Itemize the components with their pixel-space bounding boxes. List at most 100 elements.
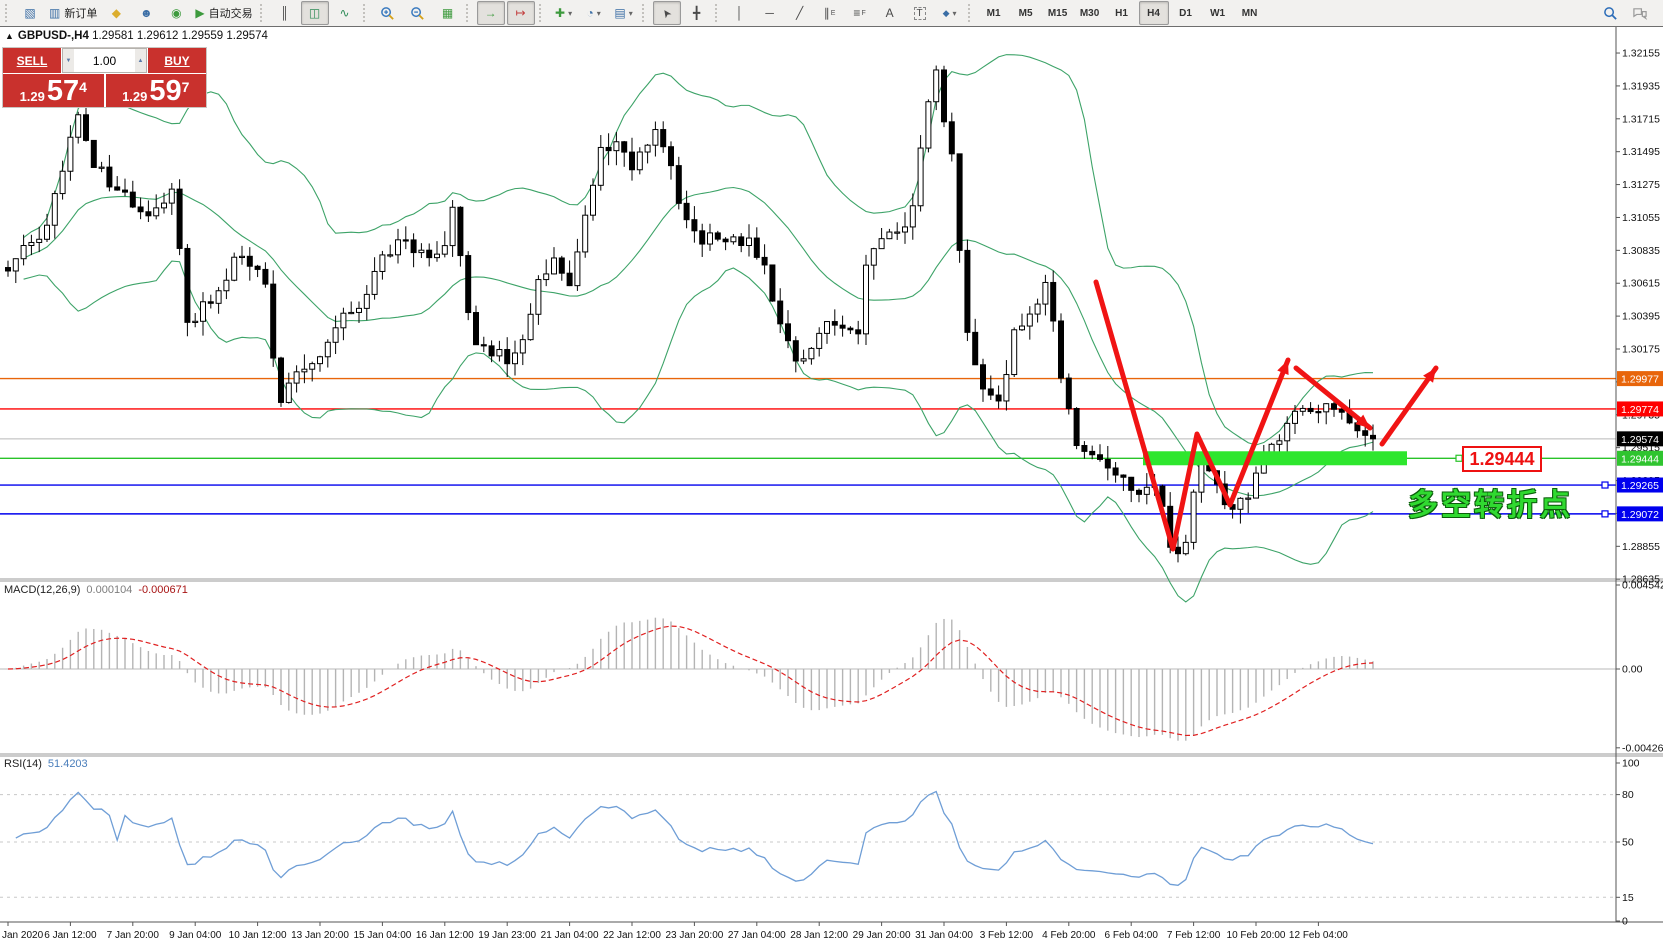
sell-button[interactable]: SELL xyxy=(3,48,61,73)
svg-text:1.29774: 1.29774 xyxy=(1621,404,1659,416)
buy-price-tile[interactable]: 1.29 59 7 xyxy=(105,74,206,107)
svg-text:9 Jan 04:00: 9 Jan 04:00 xyxy=(169,930,222,941)
line-handles[interactable] xyxy=(1455,454,1609,518)
auto-scroll-button[interactable]: → xyxy=(476,1,505,25)
clock-icon: ◔ xyxy=(586,6,594,20)
toolbar-grip xyxy=(362,4,369,22)
chart-shift-button[interactable]: ↦ xyxy=(506,1,535,25)
templates-button[interactable]: ▤ ▾ xyxy=(610,1,638,25)
chat-button[interactable] xyxy=(1626,1,1654,25)
svg-text:15: 15 xyxy=(1622,892,1634,904)
toolbar-grip xyxy=(259,4,266,22)
price-label-annotation[interactable]: 1.29444 xyxy=(1462,446,1542,472)
svg-text:1.29072: 1.29072 xyxy=(1621,509,1659,521)
autotrading-label: 自动交易 xyxy=(208,8,253,20)
price-level-lines[interactable] xyxy=(0,377,1616,515)
svg-text:Jan 2020: Jan 2020 xyxy=(2,930,44,941)
fibonacci-button[interactable]: ≡ F xyxy=(853,6,866,20)
cursor-button[interactable]: ➤ xyxy=(652,1,681,25)
crosshair-button[interactable]: ╋ xyxy=(683,1,711,25)
channel-button[interactable]: ∥ E xyxy=(823,6,836,20)
sell-price-tile[interactable]: 1.29 57 4 xyxy=(3,74,104,107)
zigzag-annotation[interactable] xyxy=(1093,279,1439,552)
svg-text:29 Jan 20:00: 29 Jan 20:00 xyxy=(853,930,911,941)
rsi-indicator-label: RSI(14) 51.4203 xyxy=(4,758,88,770)
search-button[interactable] xyxy=(1596,1,1624,25)
svg-text:0.00: 0.00 xyxy=(1622,664,1643,676)
autotrading-button[interactable]: ▶ 自动交易 xyxy=(192,1,255,25)
turning-point-annotation[interactable]: 多空转折点 xyxy=(1408,489,1573,522)
price-axis[interactable]: 1.32155 1.31935 1.31715 1.31495 1.31275 1.310… xyxy=(1615,27,1663,928)
symbol-period: GBPUSD-,H4 xyxy=(17,30,89,42)
chart-title: ▲ GBPUSD-,H4 1.29581 1.29612 1.29559 1.29… xyxy=(5,30,268,42)
timeframe-mn-button[interactable]: MN xyxy=(1241,7,1258,19)
volume-increase-button[interactable]: ▲ xyxy=(135,49,146,72)
horizontal-line-button[interactable]: ─ xyxy=(756,1,784,25)
macd-signal-value: -0.000671 xyxy=(138,584,188,596)
timeframe-h1-button[interactable]: H1 xyxy=(1115,7,1128,19)
svg-text:1.30395: 1.30395 xyxy=(1622,311,1660,323)
timeframe-m1-button[interactable]: M1 xyxy=(986,7,1001,19)
svg-text:1.31055: 1.31055 xyxy=(1622,212,1660,224)
svg-text:28 Jan 12:00: 28 Jan 12:00 xyxy=(790,930,848,941)
zoom-out-button[interactable] xyxy=(404,1,432,25)
toolbar-grip xyxy=(641,4,648,22)
auto-scroll-icon: → xyxy=(484,6,497,20)
signal-button[interactable]: ◉ xyxy=(162,1,190,25)
shapes-button[interactable]: ◆ ▾ xyxy=(936,1,964,25)
pane-separators xyxy=(0,578,1663,923)
svg-text:1.32155: 1.32155 xyxy=(1622,48,1660,60)
rsi-pane xyxy=(0,790,1616,898)
timeframe-d1-button[interactable]: D1 xyxy=(1179,7,1192,19)
new-chart-button[interactable]: ▧ xyxy=(16,1,44,25)
svg-text:10 Jan 12:00: 10 Jan 12:00 xyxy=(229,930,287,941)
line-chart-button[interactable]: ∿ xyxy=(331,1,359,25)
chevron-down-icon: ▾ xyxy=(596,8,601,18)
timeframe-m15-button[interactable]: M15 xyxy=(1047,7,1068,19)
bollinger-bands xyxy=(23,54,1374,603)
volume-decrease-button[interactable]: ▼ xyxy=(63,49,74,72)
svg-text:1.29444: 1.29444 xyxy=(1621,453,1659,465)
buy-price-prefix: 1.29 xyxy=(122,89,148,104)
bar-chart-button[interactable]: ║ xyxy=(271,1,299,25)
periods-button[interactable]: ◔ ▾ xyxy=(580,1,608,25)
buy-price-big: 59 xyxy=(149,75,182,107)
time-axis[interactable]: Jan 2020 6 Jan 12:00 7 Jan 20:00 9 Jan 04:0… xyxy=(2,922,1348,941)
trendline-button[interactable]: ╱ xyxy=(786,1,814,25)
tile-windows-button[interactable]: ▦ xyxy=(434,1,462,25)
svg-text:1.30175: 1.30175 xyxy=(1622,343,1660,355)
timeframe-h4-button[interactable]: H4 xyxy=(1138,1,1169,25)
new-order-button[interactable]: ▥ 新订单 xyxy=(46,1,100,25)
timeframe-m5-button[interactable]: M5 xyxy=(1018,7,1033,19)
collapse-panel-icon[interactable]: ▲ xyxy=(5,31,14,41)
indicators-button[interactable]: ✚ ▾ xyxy=(550,1,578,25)
candle-chart-icon: ◫ xyxy=(308,6,321,20)
volume-input[interactable] xyxy=(73,49,135,72)
text-button[interactable]: A xyxy=(876,1,904,25)
text-label-button[interactable]: T xyxy=(906,1,934,25)
toolbar-grip xyxy=(967,4,974,22)
main-toolbar: ▧ ▥ 新订单 ◆ ☻ ◉ ▶ 自动交易 ║ ◫ ∿ ▦ → ↦ ✚ ▾ ◔ ▾ ▤… xyxy=(0,0,1663,27)
support-zone-annotation[interactable] xyxy=(1143,451,1407,466)
buy-button[interactable]: BUY xyxy=(148,48,206,73)
zoom-in-button[interactable] xyxy=(374,1,402,25)
search-icon xyxy=(1603,6,1617,20)
svg-text:50: 50 xyxy=(1622,837,1634,849)
timeframe-w1-button[interactable]: W1 xyxy=(1210,7,1226,19)
candle-chart-button[interactable]: ◫ xyxy=(300,1,329,25)
alert-button[interactable]: ◆ xyxy=(102,1,130,25)
text-icon: A xyxy=(885,6,894,20)
svg-text:1.29265: 1.29265 xyxy=(1621,480,1659,492)
zoom-in-icon xyxy=(381,6,394,20)
timeframe-m30-button[interactable]: M30 xyxy=(1079,7,1100,19)
community-button[interactable]: ☻ xyxy=(132,1,160,25)
volume-stepper: ▼ ▲ xyxy=(62,48,147,73)
buy-price-pip: 7 xyxy=(181,79,190,95)
cursor-icon: ➤ xyxy=(659,5,675,20)
svg-text:1.31495: 1.31495 xyxy=(1622,146,1660,158)
channel-icon: ∥ xyxy=(823,6,830,20)
candlesticks xyxy=(5,65,1376,563)
vertical-line-button[interactable]: │ xyxy=(726,1,754,25)
